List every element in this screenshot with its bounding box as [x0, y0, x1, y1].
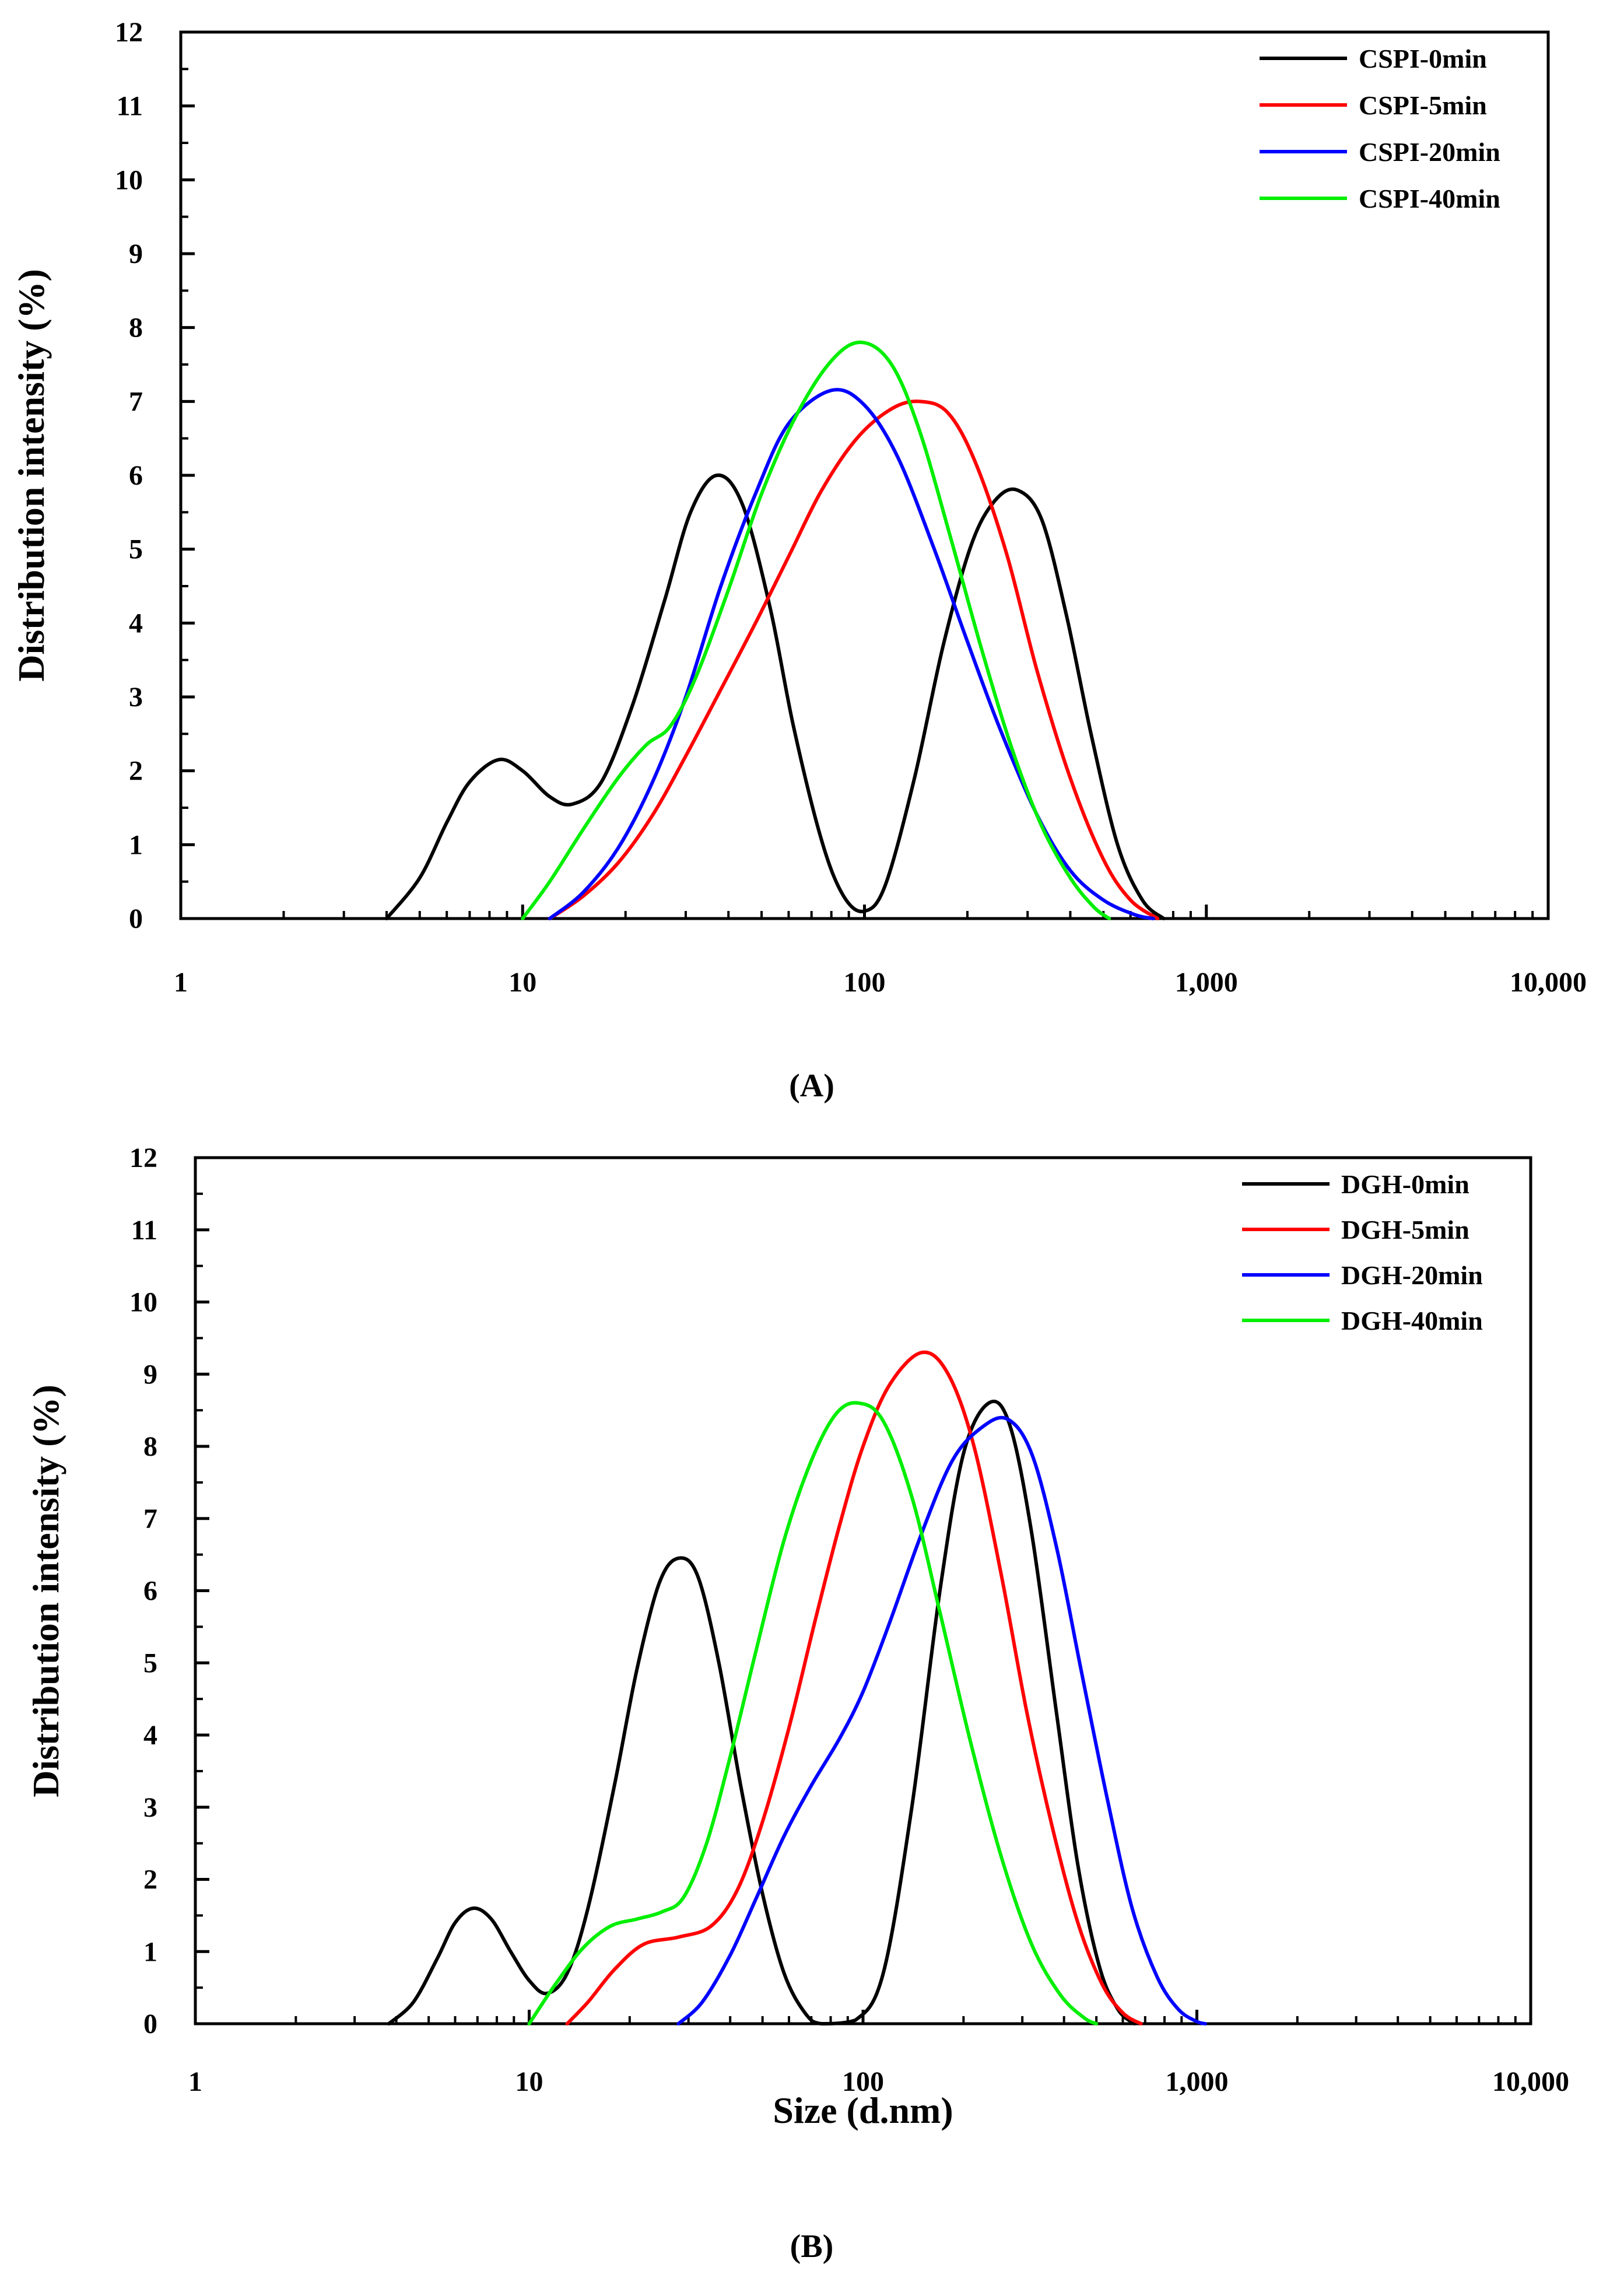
- panel-label-b: (B): [790, 2228, 834, 2265]
- series-line-dgh-20min: [676, 1415, 1207, 2025]
- legend-label: DGH-5min: [1341, 1215, 1469, 1245]
- series-line-cspi-40min: [521, 340, 1111, 920]
- y-tick-label: 4: [143, 1720, 157, 1751]
- x-tick-label: 10: [508, 967, 536, 998]
- y-tick-label: 10: [129, 1287, 157, 1318]
- legend-label: CSPI-0min: [1359, 44, 1487, 73]
- legend-label: DGH-20min: [1341, 1260, 1483, 1290]
- y-tick-label: 5: [143, 1648, 157, 1678]
- legend-label: CSPI-20min: [1359, 137, 1500, 167]
- y-tick-label: 3: [129, 682, 143, 713]
- y-tick-label: 10: [115, 164, 143, 195]
- y-tick-label: 2: [143, 1865, 157, 1895]
- y-tick-label: 12: [129, 1142, 157, 1173]
- y-tick-label: 4: [129, 608, 143, 639]
- x-tick-label: 1: [188, 2066, 202, 2097]
- y-tick-label: 3: [143, 1792, 157, 1823]
- y-tick-label: 8: [143, 1431, 157, 1462]
- x-tick-label: 1,000: [1166, 2066, 1229, 2097]
- y-tick-label: 7: [143, 1504, 157, 1534]
- y-tick-label: 5: [129, 534, 143, 565]
- plot-frame-b: [194, 1156, 1532, 2025]
- x-tick-label: 1,000: [1175, 967, 1238, 998]
- y-tick-label: 11: [131, 1215, 157, 1246]
- y-tick-label: 1: [129, 829, 143, 860]
- y-tick-label: 7: [129, 386, 143, 417]
- y-tick-label: 9: [129, 239, 143, 269]
- legend-label: DGH-0min: [1341, 1169, 1469, 1199]
- x-tick-label: 1: [174, 967, 188, 998]
- y-tick-label: 11: [117, 91, 143, 122]
- x-tick-label: 10: [515, 2066, 543, 2097]
- legend-a: CSPI-0min CSPI-5min CSPI-20min CSPI-40min: [1260, 44, 1500, 213]
- x-tick-label: 10,000: [1510, 967, 1587, 998]
- x-axis-label-b: Size (d.nm): [773, 2090, 953, 2131]
- series-line-dgh-40min: [527, 1401, 1099, 2025]
- legend-label: CSPI-40min: [1359, 184, 1500, 213]
- x-tick-label: 100: [842, 2066, 884, 2097]
- y-tick-label: 12: [115, 17, 143, 48]
- y-tick-label: 9: [143, 1359, 157, 1390]
- x-tick-label: 100: [844, 967, 886, 998]
- series-line-dgh-0min: [387, 1399, 1137, 2025]
- legend-label: CSPI-5min: [1359, 90, 1487, 120]
- y-tick-label: 6: [143, 1576, 157, 1607]
- series-line-cspi-5min: [548, 399, 1160, 920]
- y-tick-label: 6: [129, 460, 143, 491]
- series-line-dgh-5min: [565, 1350, 1143, 2025]
- legend-label: DGH-40min: [1341, 1306, 1483, 1336]
- y-tick-label: 8: [129, 313, 143, 344]
- y-axis-label-a: Distribution intensity (%): [10, 269, 52, 682]
- panel-label-a: (A): [789, 1068, 834, 1104]
- plot-frame-a: [179, 30, 1550, 920]
- y-tick-label: 0: [129, 903, 143, 934]
- y-tick-label: 1: [143, 1936, 157, 1967]
- x-tick-label: 10,000: [1492, 2066, 1569, 2097]
- series-line-cspi-0min: [385, 473, 1166, 920]
- y-axis-label-b: Distribution intensity (%): [25, 1385, 66, 1797]
- legend-b: DGH-0min DGH-5min DGH-20min DGH-40min: [1242, 1169, 1483, 1336]
- y-tick-label: 2: [129, 756, 143, 787]
- series-line-cspi-20min: [548, 388, 1155, 920]
- y-tick-label: 0: [143, 2009, 157, 2039]
